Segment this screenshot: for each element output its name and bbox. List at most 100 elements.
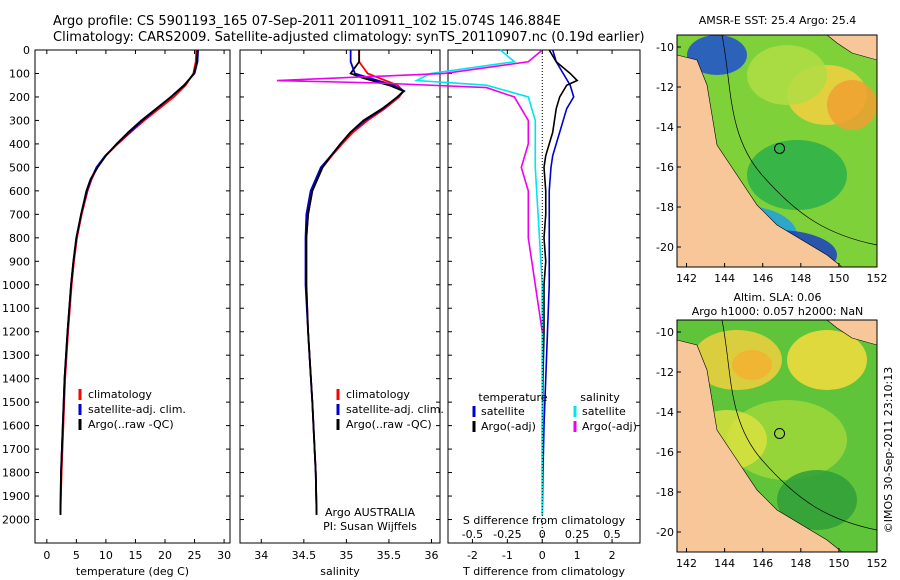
y-tick-label: 200 — [9, 91, 30, 104]
header-line-2: Climatology: CARS2009. Satellite-adjuste… — [53, 30, 645, 45]
y-tick-label: 1400 — [2, 373, 30, 386]
legend-label: Argo(-adj) — [481, 420, 536, 433]
legend-title-salinity: salinity — [580, 391, 620, 404]
x-tick-label: 0 — [43, 549, 50, 562]
legend-label: satellite-adj. clim. — [346, 403, 444, 416]
series-line — [305, 50, 406, 515]
annotation-float: Argo AUSTRALIA — [325, 506, 415, 519]
x-tick-label: 0 — [539, 549, 546, 562]
field-patch — [777, 470, 857, 530]
map-bottom-title-1: Altim. SLA: 0.06 — [733, 291, 822, 304]
y-tick-label: 2000 — [2, 514, 30, 527]
x-tick-label: 5 — [73, 549, 80, 562]
field-patch — [787, 330, 867, 390]
map-frame — [676, 34, 878, 268]
land-mass — [677, 54, 877, 267]
x-tick-label: 2 — [609, 549, 616, 562]
series-line — [413, 49, 544, 515]
x-axis-label: salinity — [320, 565, 360, 578]
series-line — [541, 49, 579, 515]
argo-location-marker — [774, 427, 786, 439]
map-top-title: AMSR-E SST: 25.4 Argo: 25.4 — [698, 14, 857, 27]
lat-tick-label: -18 — [656, 201, 674, 214]
x-top-tick-label: 0 — [539, 528, 546, 541]
map-bottom-title-2: Argo h1000: 0.057 h2000: NaN — [691, 305, 864, 318]
y-tick-label: 700 — [9, 208, 30, 221]
series-line — [59, 49, 199, 515]
y-tick-label: 1700 — [2, 443, 30, 456]
x-tick-label: 20 — [158, 549, 172, 562]
x-axis-label: temperature (deg C) — [76, 565, 189, 578]
legend-label: climatology — [346, 388, 410, 401]
x-tick-label: 10 — [99, 549, 113, 562]
x-tick-label: 34.5 — [292, 549, 317, 562]
x-tick-label: 1 — [574, 549, 581, 562]
land-mass — [677, 339, 877, 552]
legend-label: climatology — [88, 388, 152, 401]
legend-label: satellite — [481, 405, 525, 418]
lon-tick-label: 146 — [752, 557, 773, 570]
series-line — [305, 50, 405, 515]
legend-label: Argo(-adj) — [582, 420, 637, 433]
y-tick-label: 1000 — [2, 279, 30, 292]
series-line — [276, 49, 544, 332]
field-patch — [732, 350, 772, 380]
x-tick-label: -1 — [502, 549, 513, 562]
y-tick-label: 500 — [9, 161, 30, 174]
depth-contour — [721, 35, 877, 246]
annotation-pi: PI: Susan Wijffels — [323, 520, 417, 533]
depth-contour — [721, 320, 877, 531]
lon-tick-label: 152 — [867, 272, 888, 285]
lat-tick-label: -16 — [656, 161, 674, 174]
x-top-axis-label: S difference from climatology — [463, 514, 626, 527]
lon-tick-label: 142 — [676, 272, 697, 285]
sst-map: -10 -12 -14 -16 -18 -20 142 144 146 148 150 152 — [656, 34, 888, 285]
y-tick-label: 1500 — [2, 396, 30, 409]
legend-label: Argo(..raw -QC) — [88, 418, 174, 431]
argo-location-marker — [774, 142, 786, 154]
lon-tick-label: 150 — [828, 272, 849, 285]
x-tick-label: 34 — [254, 549, 268, 562]
panel-frame — [34, 49, 231, 544]
panel-3: -2 -1 0 1 2 T difference from climatology -0.5… — [276, 49, 641, 578]
x-top-tick-label: 0.5 — [603, 528, 621, 541]
series-line — [59, 49, 198, 515]
panel-frame — [447, 49, 641, 544]
y-tick-label: 900 — [9, 255, 30, 268]
field-patch — [827, 80, 877, 130]
field-patch — [687, 35, 747, 75]
series-line — [59, 49, 199, 515]
lon-tick-label: 150 — [828, 557, 849, 570]
series-line — [541, 49, 575, 515]
x-tick-label: 35 — [339, 549, 353, 562]
map-body — [677, 35, 877, 267]
y-tick-label: 1200 — [2, 326, 30, 339]
y-tick-label: 100 — [9, 67, 30, 80]
lon-tick-label: 144 — [714, 272, 735, 285]
header-line-1: Argo profile: CS 5901193_165 07-Sep-2011… — [53, 14, 561, 29]
x-top-tick-label: -0.5 — [462, 528, 483, 541]
y-tick-label: 300 — [9, 114, 30, 127]
x-tick-label: 30 — [217, 549, 231, 562]
x-tick-label: -2 — [467, 549, 478, 562]
lat-tick-label: -20 — [656, 526, 674, 539]
lon-tick-label: 146 — [752, 272, 773, 285]
y-tick-label: 1800 — [2, 467, 30, 480]
legend-label: Argo(..raw -QC) — [346, 418, 432, 431]
lat-tick-label: -20 — [656, 241, 674, 254]
lon-tick-label: 142 — [676, 557, 697, 570]
sla-map: -10 -12 -14 -16 -18 -20 142 144 146 148 150 152 — [656, 319, 888, 570]
legend-title-temperature: temperature — [478, 391, 547, 404]
y-tick-label: 0 — [23, 44, 30, 57]
lat-tick-label: -14 — [656, 121, 674, 134]
y-tick-label: 1900 — [2, 490, 30, 503]
lon-tick-label: 152 — [867, 557, 888, 570]
panel-1: 0100200300400500600700800900100011001200… — [2, 44, 231, 578]
land-north — [826, 35, 877, 61]
y-tick-label: 1600 — [2, 420, 30, 433]
map-frame — [676, 319, 878, 553]
map-body — [677, 320, 877, 552]
legend-label: satellite-adj. clim. — [88, 403, 186, 416]
copyright-label: ©IMOS 30-Sep-2011 23:10:13 — [882, 367, 895, 533]
